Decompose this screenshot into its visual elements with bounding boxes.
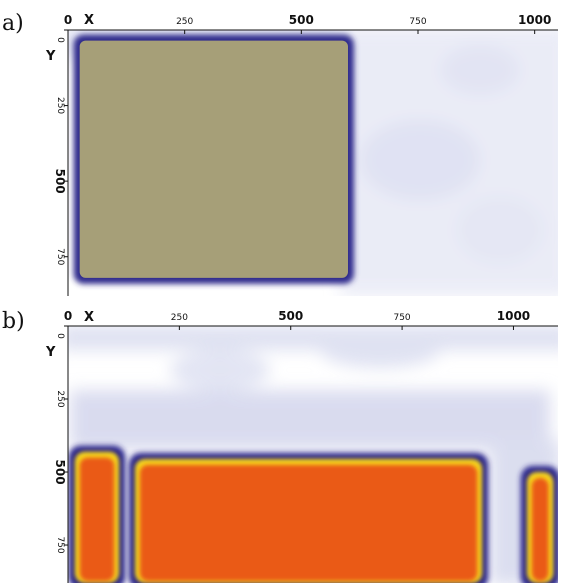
panel-a-x-label: X xyxy=(84,13,94,28)
panel-b-region-1 xyxy=(68,445,126,583)
x-tick-label: 500 xyxy=(289,13,314,27)
panel-a-haze xyxy=(68,30,558,296)
y-tick-label: 250 xyxy=(55,390,65,407)
region-fill xyxy=(79,457,115,581)
panel-b-x-label: X xyxy=(84,310,94,325)
y-tick-label: 500 xyxy=(53,169,67,194)
y-tick-label: 750 xyxy=(55,536,65,553)
x-tick-label: 1000 xyxy=(518,13,551,27)
panel-a-region-1 xyxy=(73,34,355,284)
panel-a-ticks: 0 250 500 750 1000 0 250 500 750 xyxy=(53,13,551,266)
panel-b-regions xyxy=(68,445,558,583)
x-tick-label: 0 xyxy=(64,13,72,27)
x-tick-label: 500 xyxy=(278,309,303,323)
panel-b-ticks: 0 250 500 750 1000 0 250 500 750 xyxy=(53,309,530,554)
x-tick-label: 250 xyxy=(171,313,188,323)
panel-a-label: a) xyxy=(2,11,24,36)
panel-a-plot xyxy=(68,30,558,296)
y-tick-label: 750 xyxy=(55,248,65,265)
y-tick-label: 0 xyxy=(55,333,65,339)
panel-a-y-label: Y xyxy=(45,49,56,64)
x-tick-label: 750 xyxy=(393,313,410,323)
region-fill xyxy=(79,40,349,278)
panel-b-plot xyxy=(68,326,558,583)
y-tick-label: 500 xyxy=(53,459,67,484)
panel-b: b) 0 250 500 750 1000 0 250 500 750 X Y xyxy=(2,309,558,583)
panel-a: a) 0 250 500 750 1000 0 250 500 750 X Y xyxy=(2,11,558,296)
y-tick-label: 0 xyxy=(55,37,65,43)
region-fill xyxy=(139,464,478,581)
panel-a-regions xyxy=(73,34,355,284)
x-tick-label: 0 xyxy=(64,309,72,323)
panel-b-region-2 xyxy=(128,452,489,583)
x-tick-label: 250 xyxy=(176,17,193,27)
panel-b-region-3 xyxy=(520,466,558,583)
y-tick-label: 250 xyxy=(55,97,65,114)
x-tick-label: 750 xyxy=(409,17,426,27)
x-tick-label: 1000 xyxy=(497,309,530,323)
panel-b-y-label: Y xyxy=(45,345,56,360)
region-fill xyxy=(531,478,549,581)
panel-b-label: b) xyxy=(2,309,25,334)
